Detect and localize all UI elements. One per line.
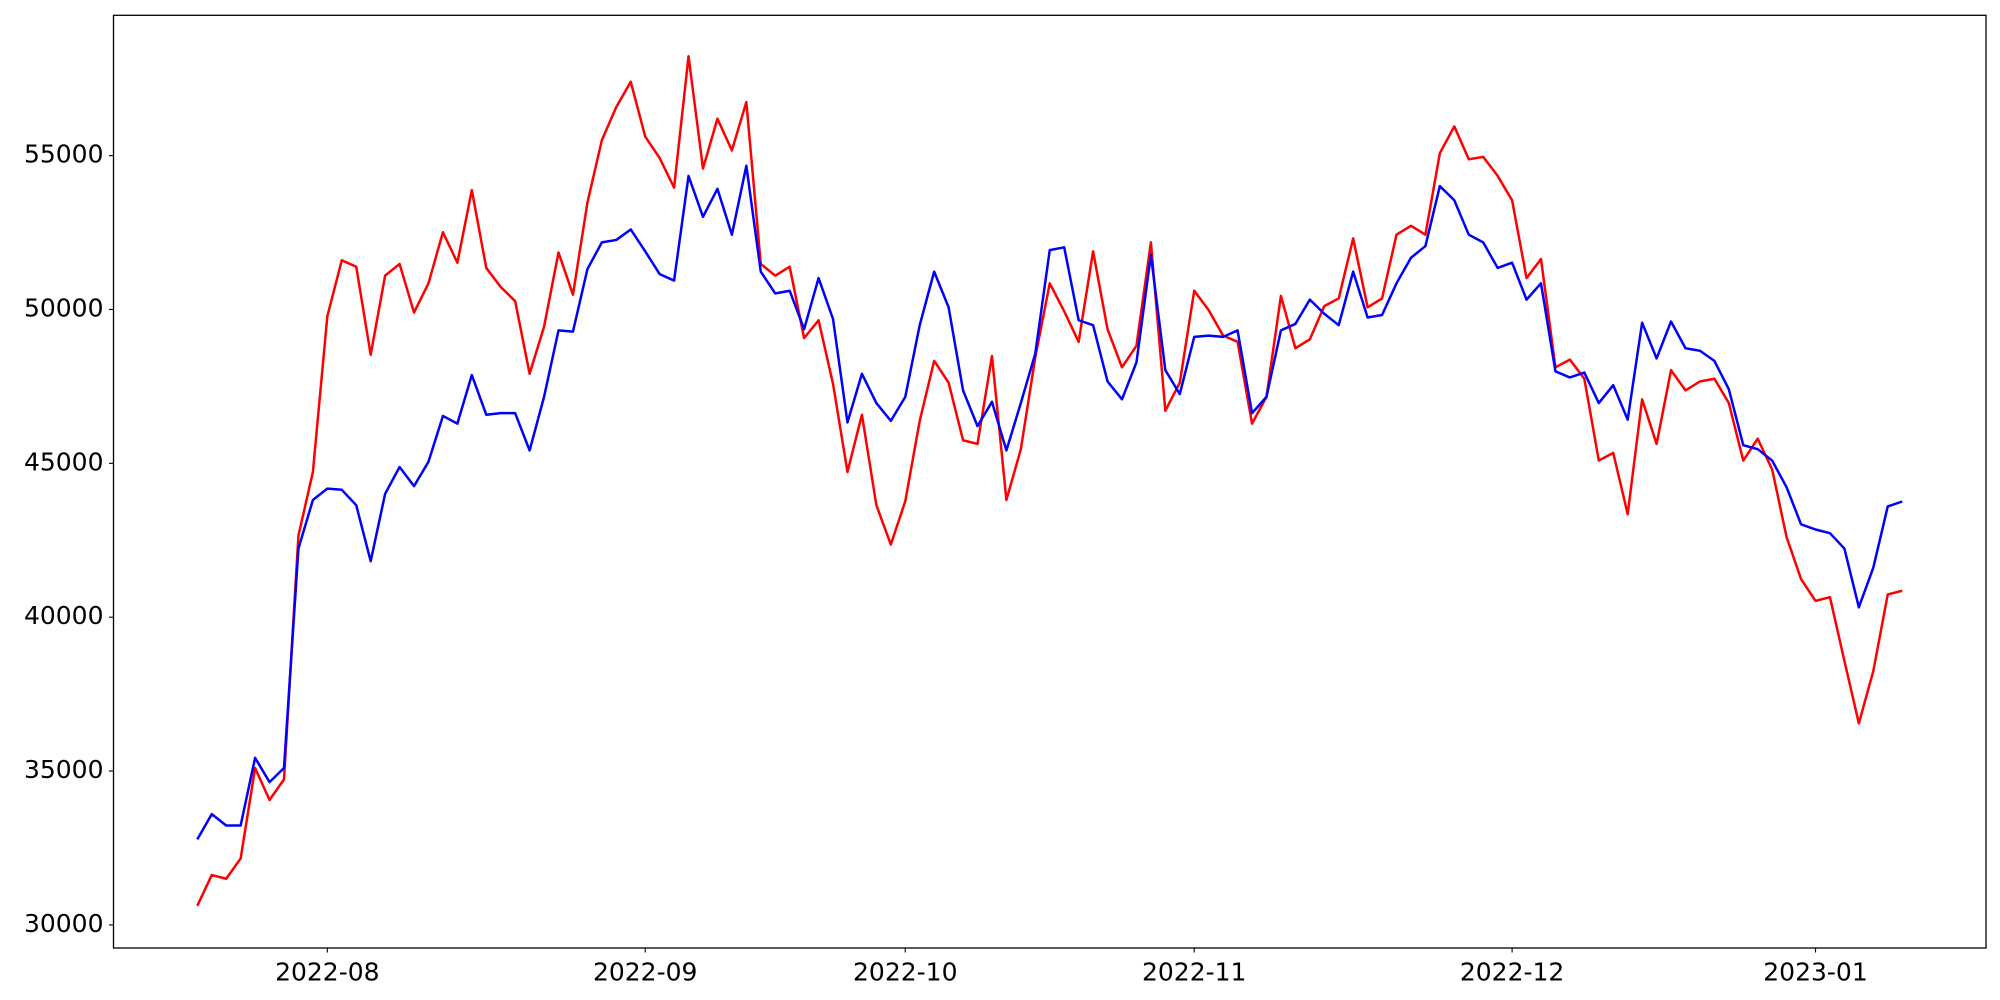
y-tick-label: 35000 — [24, 755, 104, 784]
y-tick-label: 45000 — [24, 447, 104, 476]
x-tick-label: 2022-11 — [1142, 957, 1246, 986]
x-tick-label: 2022-09 — [593, 957, 697, 986]
x-tick-label: 2023-01 — [1763, 957, 1867, 986]
y-tick-label: 50000 — [24, 293, 104, 322]
data-line — [196, 164, 1903, 840]
x-tick-label: 2022-12 — [1460, 957, 1564, 986]
y-tick-label: 30000 — [24, 909, 104, 938]
y-tick-label: 40000 — [24, 601, 104, 630]
y-tick-label: 55000 — [24, 140, 104, 169]
plot-frame — [112, 14, 1987, 949]
x-tick-label: 2022-10 — [853, 957, 957, 986]
x-tick-label: 2022-08 — [275, 957, 379, 986]
data-line — [196, 54, 1903, 907]
